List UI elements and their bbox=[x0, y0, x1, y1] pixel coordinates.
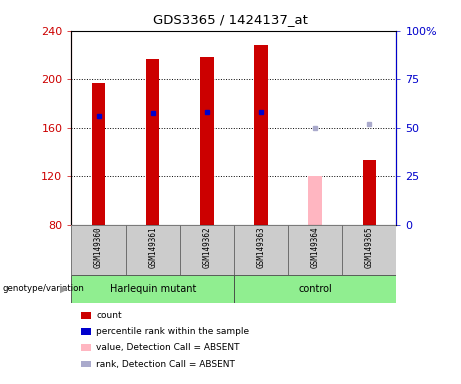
Text: percentile rank within the sample: percentile rank within the sample bbox=[96, 327, 249, 336]
Text: count: count bbox=[96, 311, 122, 320]
Text: GSM149361: GSM149361 bbox=[148, 226, 157, 268]
Text: ▶: ▶ bbox=[60, 284, 68, 294]
Text: GSM149365: GSM149365 bbox=[365, 226, 374, 268]
Bar bbox=[342, 225, 396, 275]
Text: Harlequin mutant: Harlequin mutant bbox=[110, 284, 196, 294]
Bar bbox=[71, 225, 125, 275]
Bar bbox=[180, 225, 234, 275]
Text: control: control bbox=[298, 284, 332, 294]
Text: value, Detection Call = ABSENT: value, Detection Call = ABSENT bbox=[96, 343, 240, 353]
Text: GSM149362: GSM149362 bbox=[202, 226, 212, 268]
Text: GSM149364: GSM149364 bbox=[311, 226, 320, 268]
Text: GDS3365 / 1424137_at: GDS3365 / 1424137_at bbox=[153, 13, 308, 26]
Text: GSM149363: GSM149363 bbox=[256, 226, 266, 268]
Text: rank, Detection Call = ABSENT: rank, Detection Call = ABSENT bbox=[96, 359, 235, 369]
Bar bbox=[92, 83, 105, 225]
Bar bbox=[254, 45, 268, 225]
Bar bbox=[200, 57, 213, 225]
Text: GSM149360: GSM149360 bbox=[94, 226, 103, 268]
Bar bbox=[146, 59, 160, 225]
Text: genotype/variation: genotype/variation bbox=[2, 284, 84, 293]
Bar bbox=[363, 161, 376, 225]
Bar bbox=[234, 225, 288, 275]
Bar bbox=[234, 275, 396, 303]
Bar bbox=[71, 275, 234, 303]
Bar bbox=[288, 225, 342, 275]
Bar bbox=[308, 176, 322, 225]
Bar bbox=[125, 225, 180, 275]
